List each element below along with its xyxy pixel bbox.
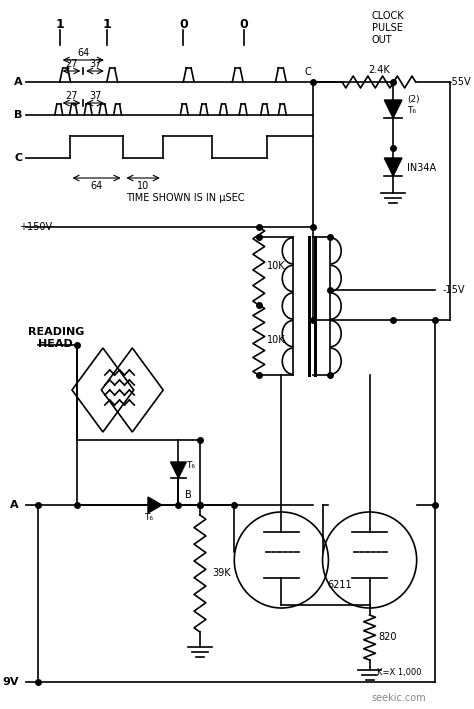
Text: 27: 27 [65,59,78,69]
Polygon shape [384,158,402,176]
Text: 10K: 10K [267,335,286,345]
Text: 1: 1 [55,18,64,31]
Text: 6211: 6211 [328,580,353,590]
Text: seekic.com: seekic.com [372,693,426,703]
Text: T₆: T₆ [186,461,195,469]
Text: 10: 10 [137,181,149,191]
Text: B: B [14,110,22,120]
Text: 0: 0 [179,18,188,31]
Text: IN34A: IN34A [407,163,436,173]
Text: 64: 64 [77,48,90,58]
Polygon shape [148,497,162,513]
Text: 37: 37 [89,91,101,101]
Text: -55V: -55V [448,77,471,87]
Text: 2.4K: 2.4K [368,65,390,75]
Text: 27: 27 [65,91,78,101]
Text: B: B [185,490,191,500]
Text: 0: 0 [240,18,248,31]
Text: 64: 64 [90,181,102,191]
Polygon shape [171,462,186,478]
Text: T₆: T₆ [145,513,154,523]
Text: CLOCK
PULSE
OUT: CLOCK PULSE OUT [372,11,404,45]
Text: 10K: 10K [267,261,286,271]
Text: K=X 1,000: K=X 1,000 [377,667,421,676]
Text: READING
HEAD: READING HEAD [27,327,84,349]
Text: 820: 820 [378,632,396,642]
Text: 1: 1 [102,18,111,31]
Text: +150V: +150V [18,222,52,232]
Text: C: C [304,67,311,77]
Text: -15V: -15V [442,285,465,295]
Text: (2)
T₆: (2) T₆ [407,95,419,115]
Text: TIME SHOWN IS IN μSEC: TIME SHOWN IS IN μSEC [126,193,245,203]
Text: 37: 37 [89,59,101,69]
Text: 9V: 9V [2,677,18,687]
Text: 39K: 39K [212,569,231,579]
Polygon shape [384,100,402,118]
Text: A: A [10,500,18,510]
Text: A: A [14,77,22,87]
Text: C: C [14,153,22,163]
